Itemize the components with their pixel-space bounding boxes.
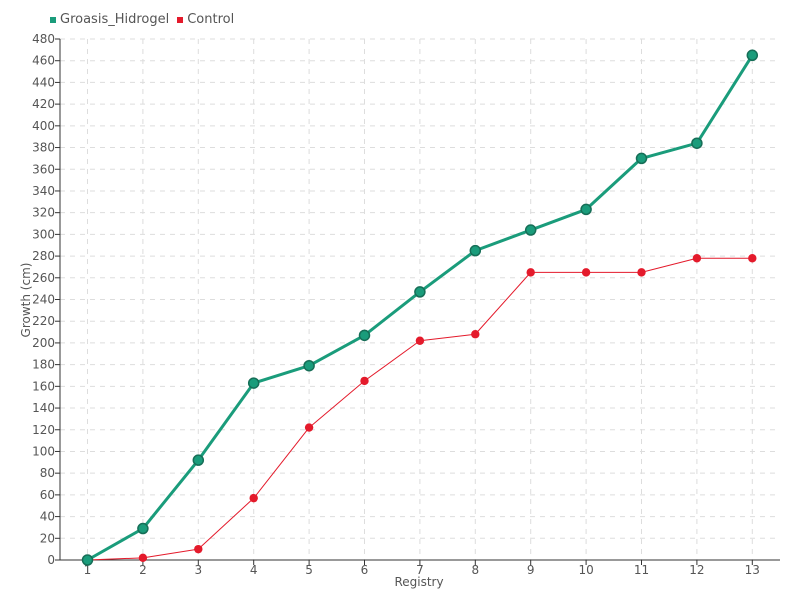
data-point[interactable] [524, 224, 537, 236]
data-point[interactable] [138, 553, 148, 563]
data-point[interactable] [526, 268, 535, 277]
data-point[interactable] [746, 49, 759, 62]
y-tick-label: 80 [40, 466, 55, 480]
x-ticks: 1 2 3 4 5 6 7 8 9 10 11 12 13 [84, 560, 760, 577]
data-point[interactable] [692, 254, 702, 263]
y-tick-label: 180 [32, 358, 55, 372]
data-point[interactable] [414, 286, 426, 298]
y-tick-label: 280 [32, 249, 55, 263]
x-tick-label: 7 [416, 563, 424, 577]
legend-item-groasis[interactable]: Groasis_Hidrogel [50, 12, 169, 27]
y-tick-label: 100 [32, 444, 55, 458]
data-point[interactable] [637, 268, 646, 277]
y-tick-label: 340 [32, 184, 55, 198]
y-tick-label: 120 [32, 423, 55, 437]
data-point[interactable] [194, 544, 203, 554]
data-point[interactable] [247, 377, 260, 389]
y-axis-title: Growth (cm) [19, 263, 33, 338]
y-tick-label: 240 [32, 293, 55, 307]
y-tick-label: 460 [32, 54, 55, 68]
data-point[interactable] [192, 454, 205, 466]
data-point[interactable] [691, 137, 703, 149]
data-point[interactable] [358, 329, 371, 342]
y-tick-label: 200 [32, 336, 55, 350]
x-tick-label: 9 [527, 563, 535, 577]
data-point[interactable] [360, 376, 369, 386]
data-point[interactable] [580, 203, 592, 216]
series-groasis-hidrogel [81, 49, 759, 566]
series [81, 49, 759, 566]
y-tick-label: 440 [32, 75, 55, 89]
data-point[interactable] [249, 493, 258, 503]
grid [60, 38, 780, 560]
data-point[interactable] [303, 359, 315, 372]
y-tick-label: 400 [32, 119, 55, 133]
legend-item-control[interactable]: Control [177, 12, 234, 27]
y-tick-label: 60 [40, 488, 55, 502]
data-point[interactable] [415, 336, 425, 345]
legend-swatch-groasis [50, 16, 56, 23]
data-point[interactable] [81, 554, 94, 566]
x-tick-label: 10 [578, 563, 593, 577]
x-tick-label: 13 [745, 563, 760, 577]
y-tick-label: 140 [32, 401, 55, 415]
legend-label-groasis: Groasis_Hidrogel [60, 12, 170, 27]
x-tick-label: 3 [194, 563, 202, 577]
data-point[interactable] [469, 244, 482, 257]
y-tick-label: 160 [32, 379, 55, 393]
x-axis-title: Registry [394, 575, 443, 589]
data-point[interactable] [635, 152, 648, 165]
y-tick-label: 300 [32, 227, 55, 241]
x-tick-label: 4 [250, 563, 258, 577]
x-tick-label: 2 [139, 563, 147, 577]
x-tick-label: 1 [84, 563, 92, 577]
data-point[interactable] [137, 522, 149, 535]
x-tick-label: 5 [305, 563, 313, 577]
data-point[interactable] [471, 330, 480, 339]
y-tick-label: 480 [32, 32, 55, 46]
y-tick-label: 40 [40, 510, 55, 524]
y-tick-label: 220 [32, 314, 55, 328]
data-point[interactable] [748, 254, 757, 263]
y-tick-label: 420 [32, 97, 55, 111]
legend-label-control: Control [187, 12, 235, 27]
x-tick-label: 6 [361, 563, 369, 577]
y-tick-label: 380 [32, 141, 55, 155]
x-tick-label: 8 [471, 563, 479, 577]
y-tick-label: 360 [32, 162, 55, 176]
data-point[interactable] [581, 268, 591, 277]
legend: Groasis_Hidrogel Control [50, 12, 234, 27]
y-tick-label: 0 [47, 553, 55, 567]
x-tick-label: 11 [634, 563, 649, 577]
y-tick-label: 320 [32, 206, 55, 220]
legend-swatch-control [177, 16, 184, 23]
y-ticks: 0 20 40 60 80 100 120 140 160 180 200 220 240 260 280 3… [32, 32, 60, 567]
data-point[interactable] [304, 423, 314, 432]
y-tick-label: 260 [32, 271, 55, 285]
y-tick-label: 20 [40, 531, 55, 545]
x-tick-label: 12 [689, 563, 704, 577]
